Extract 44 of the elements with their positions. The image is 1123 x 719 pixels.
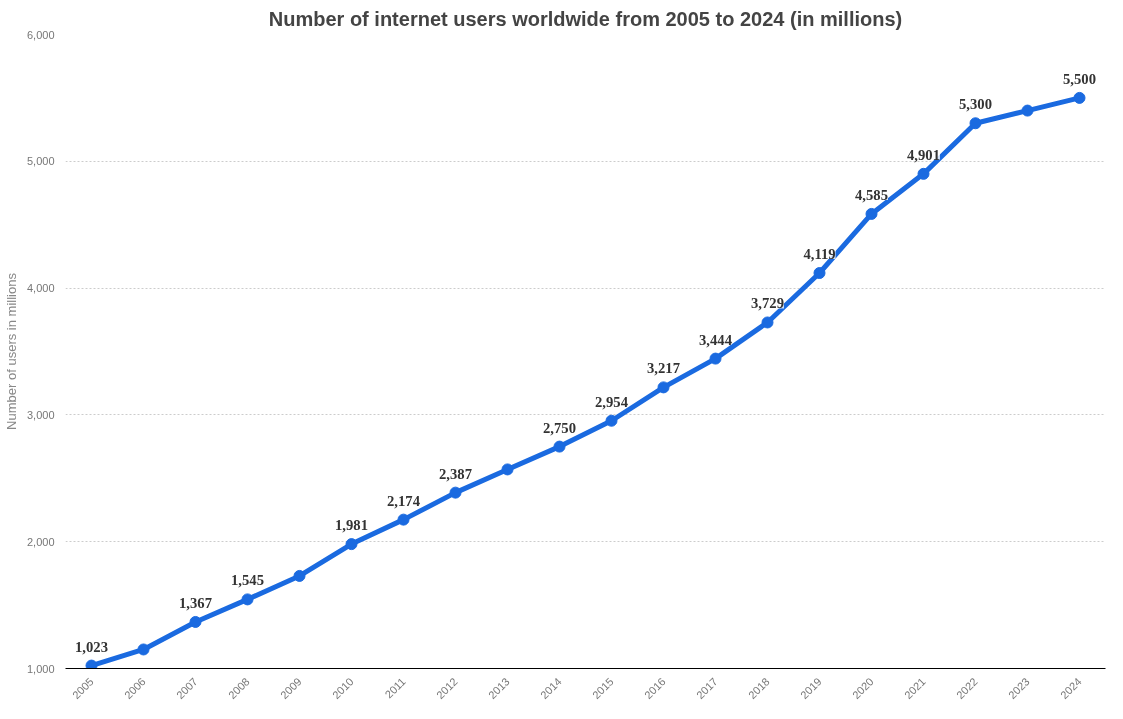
data-label: 3,217 bbox=[647, 360, 680, 377]
data-label: 1,367 bbox=[179, 594, 212, 611]
point bbox=[85, 659, 98, 669]
data-label: 5,300 bbox=[959, 96, 992, 113]
data-label: 5,500 bbox=[1063, 70, 1096, 87]
data-label: 1,545 bbox=[231, 572, 264, 589]
y-tick-label: 3,000 bbox=[26, 408, 55, 421]
point bbox=[657, 381, 670, 394]
y-tick-label: 5,000 bbox=[26, 155, 55, 168]
point bbox=[241, 593, 254, 606]
chart-title: Number of internet users worldwide from 2005 to 2024 (in millions) bbox=[268, 7, 903, 30]
point bbox=[1073, 91, 1086, 104]
point bbox=[137, 643, 150, 656]
point bbox=[449, 486, 462, 499]
y-tick-label: 6,000 bbox=[26, 28, 55, 41]
point bbox=[865, 207, 878, 220]
point bbox=[345, 538, 358, 551]
data-label: 2,954 bbox=[595, 393, 629, 410]
point bbox=[1021, 104, 1034, 117]
point bbox=[189, 615, 202, 628]
point bbox=[501, 463, 514, 476]
data-label: 4,119 bbox=[803, 246, 836, 263]
y-tick-label: 4,000 bbox=[26, 282, 55, 295]
data-label: 2,174 bbox=[387, 492, 421, 509]
point bbox=[813, 267, 826, 279]
data-label: 1,023 bbox=[75, 638, 108, 655]
point bbox=[553, 440, 566, 453]
data-label: 4,585 bbox=[855, 186, 888, 203]
data-label: 2,387 bbox=[439, 465, 472, 482]
point bbox=[605, 414, 618, 427]
y-axis-title: Number of users in millions bbox=[3, 272, 19, 430]
point bbox=[709, 352, 722, 365]
point bbox=[293, 569, 306, 582]
y-tick-label: 2,000 bbox=[26, 535, 55, 548]
point bbox=[917, 167, 930, 180]
data-label: 1,981 bbox=[335, 517, 368, 534]
y-tick-label: 1,000 bbox=[26, 662, 55, 675]
point bbox=[969, 117, 982, 130]
data-label: 3,729 bbox=[751, 295, 784, 312]
data-label: 4,901 bbox=[907, 146, 940, 163]
point bbox=[397, 513, 410, 526]
data-label: 2,750 bbox=[543, 419, 576, 436]
point bbox=[761, 316, 774, 329]
data-label: 3,444 bbox=[699, 331, 733, 348]
